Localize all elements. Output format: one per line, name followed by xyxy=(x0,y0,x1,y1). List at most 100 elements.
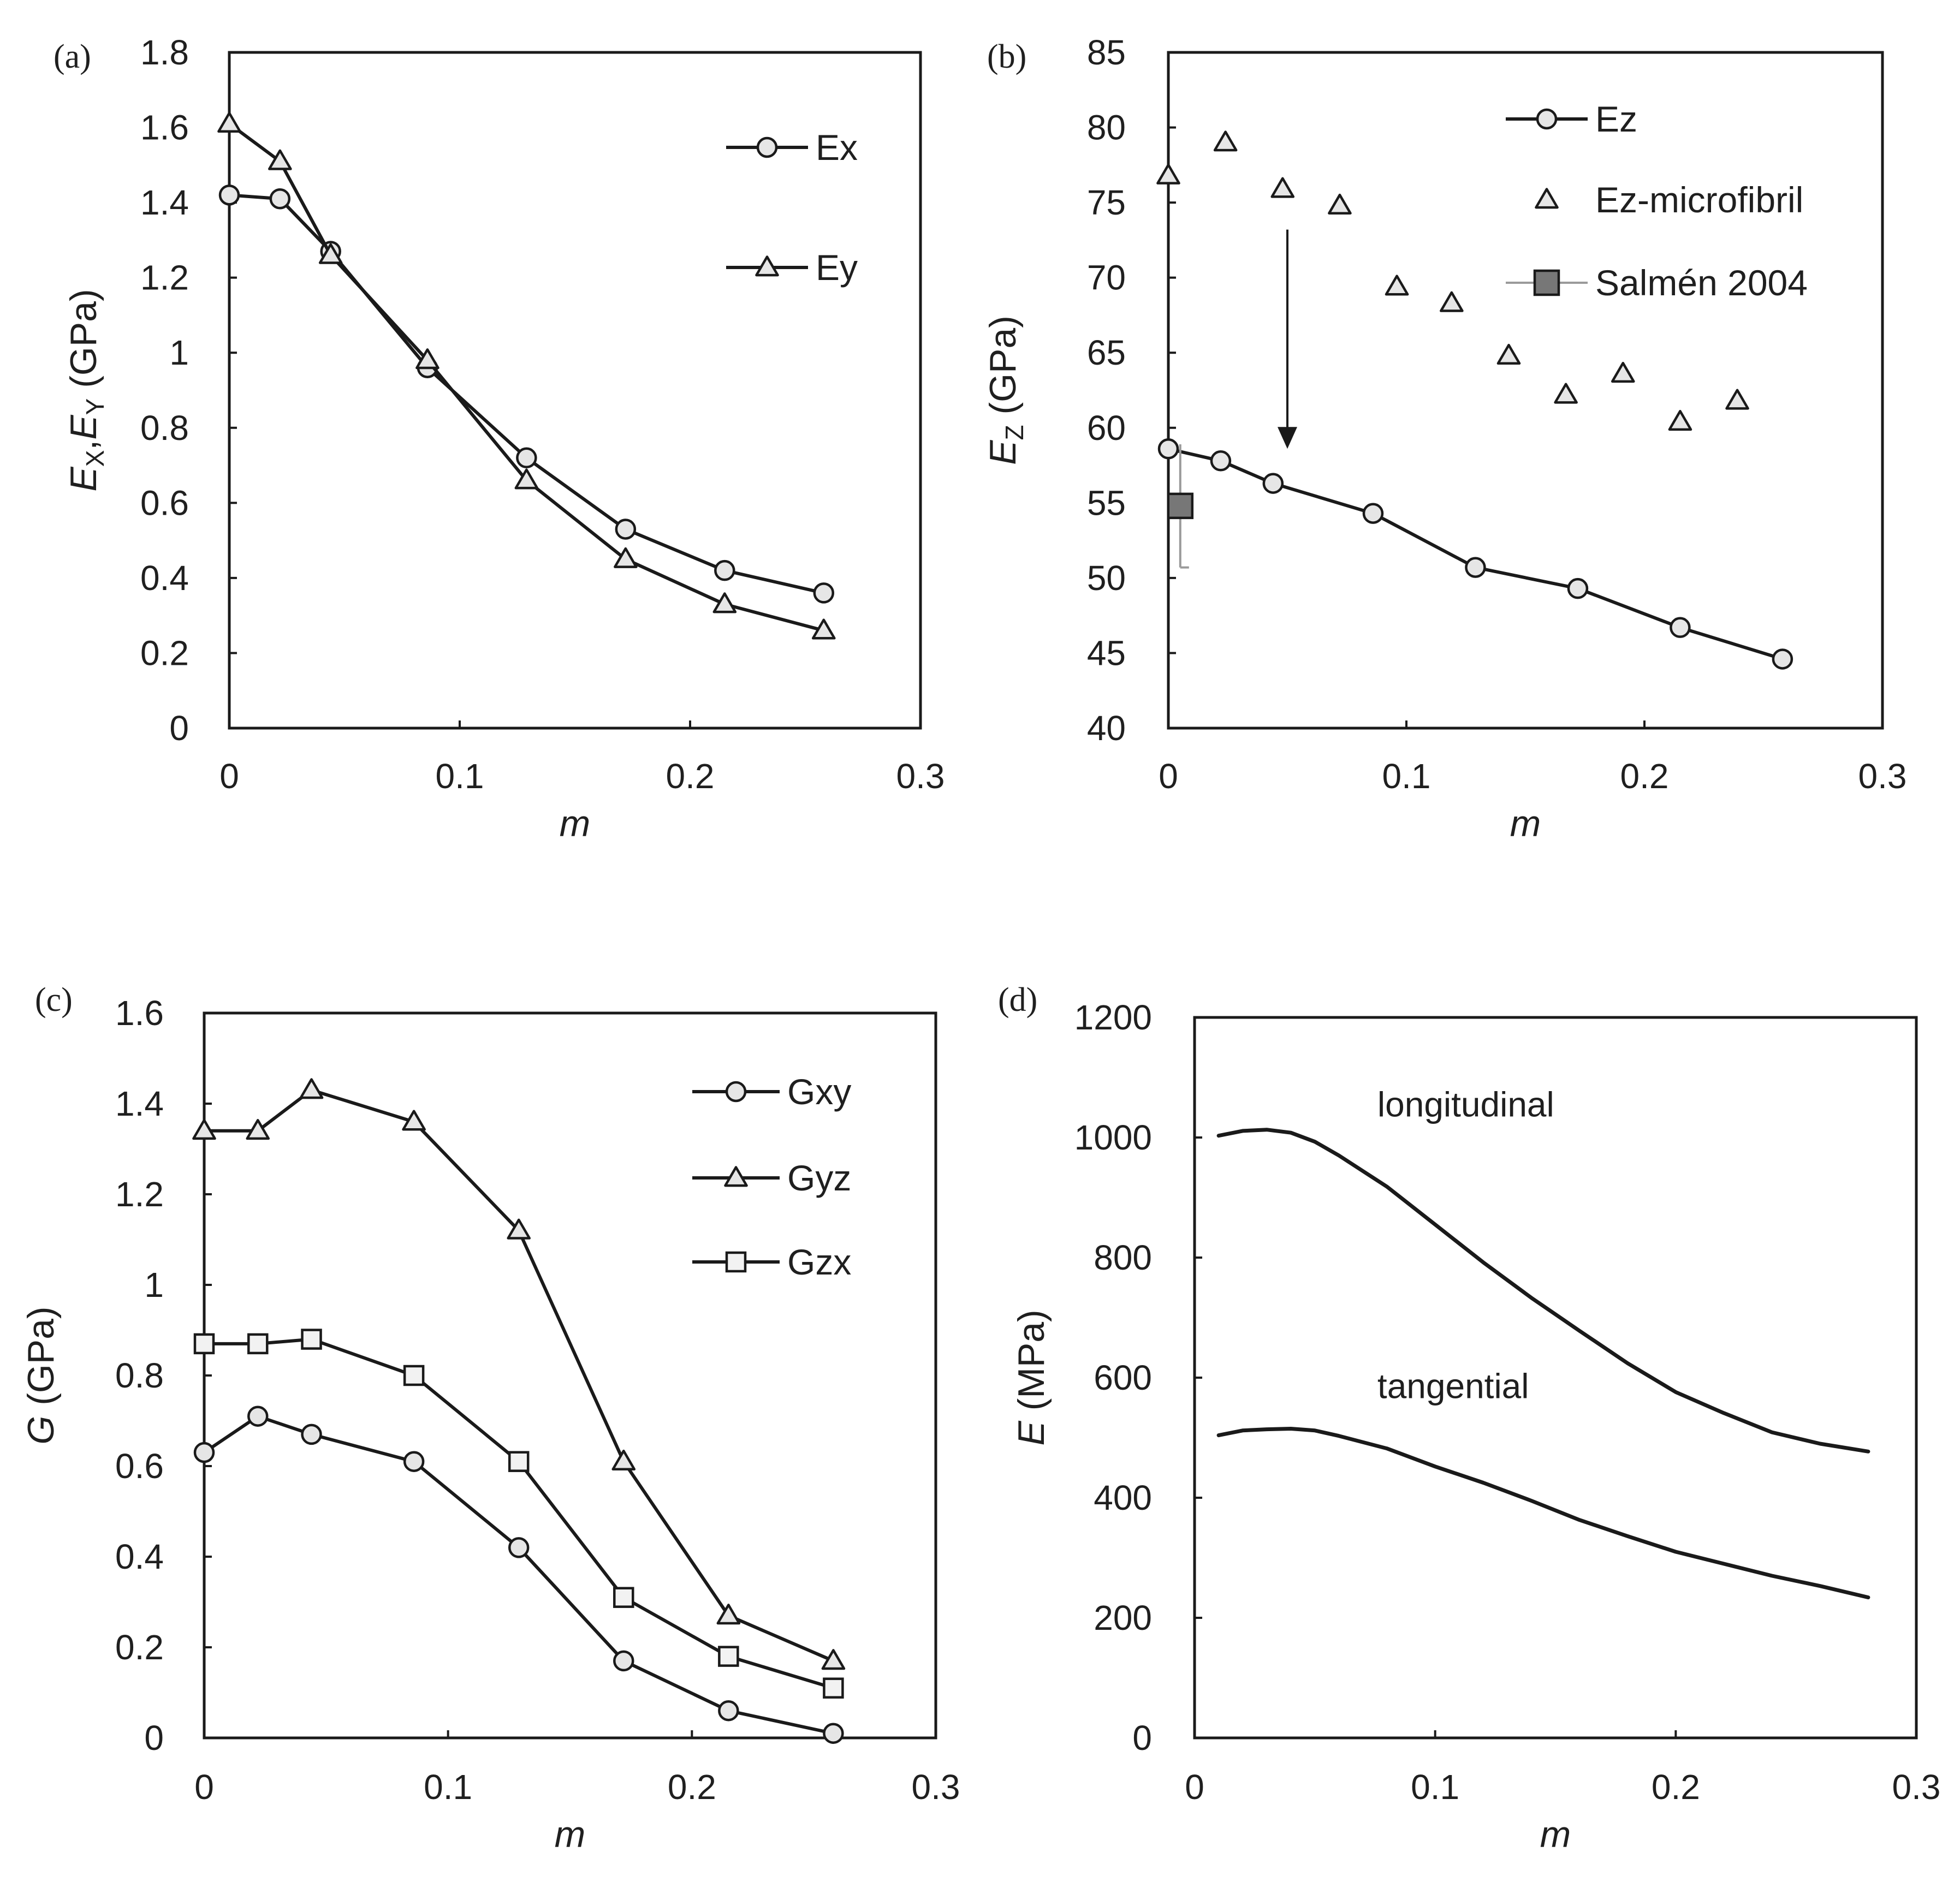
data-point-ez-microfibril xyxy=(1668,409,1692,431)
y-tick-label: 0.6 xyxy=(115,1446,164,1486)
data-point-gyz xyxy=(611,1449,636,1471)
y-tick-label: 0 xyxy=(169,708,189,748)
data-point-salmen-2004 xyxy=(1167,492,1194,520)
data-point-ez-microfibril xyxy=(1213,130,1238,152)
panel-b-plot-frame xyxy=(1167,51,1884,730)
data-point-ez-microfibril xyxy=(1611,361,1635,383)
legend-marker-ey xyxy=(755,255,779,277)
data-point-gyz xyxy=(192,1119,216,1140)
panel-a-x-axis-title: m xyxy=(560,803,591,844)
data-point-ey xyxy=(268,149,292,170)
panel-a-letter: (a) xyxy=(54,38,91,75)
panel-b-x-axis-title: m xyxy=(1510,803,1541,844)
data-point-gyz xyxy=(716,1604,741,1625)
y-tick-label: 400 xyxy=(1094,1478,1152,1517)
y-tick-label: 50 xyxy=(1087,558,1126,598)
x-tick-label: 0 xyxy=(1185,1767,1204,1807)
legend-item-ez: Ez xyxy=(1506,99,1637,139)
data-point-ez xyxy=(1262,473,1284,494)
x-tick-label: 0.3 xyxy=(912,1767,960,1807)
y-tick-label: 0.4 xyxy=(115,1537,164,1576)
legend-marker-gyz xyxy=(724,1166,748,1187)
legend-item-gyz: Gyz xyxy=(692,1158,851,1198)
y-tick-label: 0.8 xyxy=(140,408,189,448)
x-tick-label: 0.1 xyxy=(1411,1767,1459,1807)
data-point-ez xyxy=(1465,557,1486,578)
y-tick-label: 1.8 xyxy=(140,33,189,72)
series-ey xyxy=(217,111,836,640)
legend-item-ez-microfibril: Ez-microfibril xyxy=(1535,180,1803,220)
panel-b-ylabel-symbol: E xyxy=(982,440,1024,465)
panel-c-plot-frame xyxy=(203,1011,937,1740)
data-point-ez-microfibril xyxy=(1496,343,1521,365)
y-tick-label: 0.2 xyxy=(140,633,189,672)
series-salmen-2004 xyxy=(1167,444,1194,569)
data-point-gzx xyxy=(301,1329,322,1350)
panel-a-legend: Ex Ey xyxy=(726,127,858,288)
y-tick-label: 1.2 xyxy=(140,258,189,297)
data-point-ez-microfibril xyxy=(1156,163,1180,184)
legend-label-gyz: Gyz xyxy=(787,1158,851,1198)
legend-label-salmen-2004: Salmén 2004 xyxy=(1595,263,1808,303)
x-tick-label: 0 xyxy=(1159,757,1178,796)
panel-c: (c) 0 0.2 0.4 0.6 0.8 1 1.2 1.4 1.6 0 0.1 0.2 0.3 m… xyxy=(20,981,960,1855)
legend-item-gzx: Gzx xyxy=(692,1242,851,1282)
y-tick-label: 45 xyxy=(1087,633,1126,672)
panel-a-ylabel-sub-2: Y xyxy=(81,398,109,415)
legend-marker-gzx xyxy=(725,1251,747,1273)
panel-b: (b) 40 45 50 55 60 65 70 75 80 85 0 0.1 0.2 0.3 m EZ… xyxy=(982,33,1906,844)
data-point-ey xyxy=(217,111,241,133)
data-point-gxy xyxy=(718,1700,739,1722)
y-tick-label: 1.2 xyxy=(115,1175,164,1214)
y-tick-label: 0 xyxy=(144,1718,164,1758)
legend-item-gxy: Gxy xyxy=(692,1071,851,1112)
panel-c-ylabel-unit: (GPa) xyxy=(20,1306,62,1415)
panel-d-ylabel-unit: (MPa) xyxy=(1011,1309,1052,1421)
panel-b-y-axis-title: EZ (GPa) xyxy=(982,315,1029,465)
panel-a-ylabel-separator: , xyxy=(63,440,104,450)
y-tick-label: 1.6 xyxy=(140,108,189,147)
data-point-gxy xyxy=(508,1537,530,1558)
legend-marker-salmen-2004 xyxy=(1533,269,1560,296)
panel-d-x-ticks: 0 0.1 0.2 0.3 xyxy=(1185,1730,1940,1807)
y-tick-label: 0.6 xyxy=(140,483,189,522)
y-tick-label: 1.4 xyxy=(140,183,189,222)
series-gyz xyxy=(192,1078,846,1670)
data-point-gzx xyxy=(613,1587,634,1608)
data-point-gxy xyxy=(613,1650,634,1672)
data-point-ez xyxy=(1567,577,1589,599)
x-tick-label: 0 xyxy=(219,757,239,796)
data-point-ex xyxy=(813,582,835,604)
legend-marker-gxy xyxy=(725,1081,747,1103)
x-tick-label: 0.1 xyxy=(424,1767,472,1807)
data-point-ez xyxy=(1157,438,1179,460)
series-line-gyz xyxy=(203,1088,835,1663)
legend-marker-ex xyxy=(756,136,778,158)
panel-c-plot-layer xyxy=(192,1078,846,1744)
panel-a-x-ticks: 0 0.1 0.2 0.3 xyxy=(219,720,945,796)
data-point-ez-microfibril xyxy=(1440,291,1464,312)
data-point-gzx xyxy=(508,1451,530,1472)
panel-d-ylabel-symbol: E xyxy=(1011,1421,1052,1446)
x-tick-label: 0.1 xyxy=(1382,757,1431,796)
y-tick-label: 1.6 xyxy=(115,993,164,1033)
panel-a-ylabel-symbol-1: E xyxy=(63,467,104,492)
y-tick-label: 70 xyxy=(1087,258,1126,297)
data-point-gxy xyxy=(193,1442,215,1463)
panel-b-ylabel-unit: (GPa) xyxy=(982,315,1024,425)
x-tick-label: 0.3 xyxy=(896,757,945,796)
panel-c-letter: (c) xyxy=(35,981,73,1019)
data-point-gzx xyxy=(247,1333,269,1355)
panel-a-plot-layer xyxy=(217,111,836,640)
data-point-ey xyxy=(318,243,343,264)
panel-c-legend: Gxy Gyz Gzx xyxy=(692,1071,851,1282)
series-longitudinal: longitudinal xyxy=(1216,1085,1870,1454)
data-point-ez xyxy=(1210,450,1232,472)
curve-label-longitudinal: longitudinal xyxy=(1377,1085,1554,1124)
legend-label-ez: Ez xyxy=(1595,99,1637,139)
x-tick-label: 0.1 xyxy=(436,757,484,796)
y-tick-label: 0.4 xyxy=(140,558,189,598)
data-point-gyz xyxy=(246,1119,270,1140)
data-point-gzx xyxy=(823,1677,844,1699)
y-tick-label: 600 xyxy=(1094,1358,1152,1397)
